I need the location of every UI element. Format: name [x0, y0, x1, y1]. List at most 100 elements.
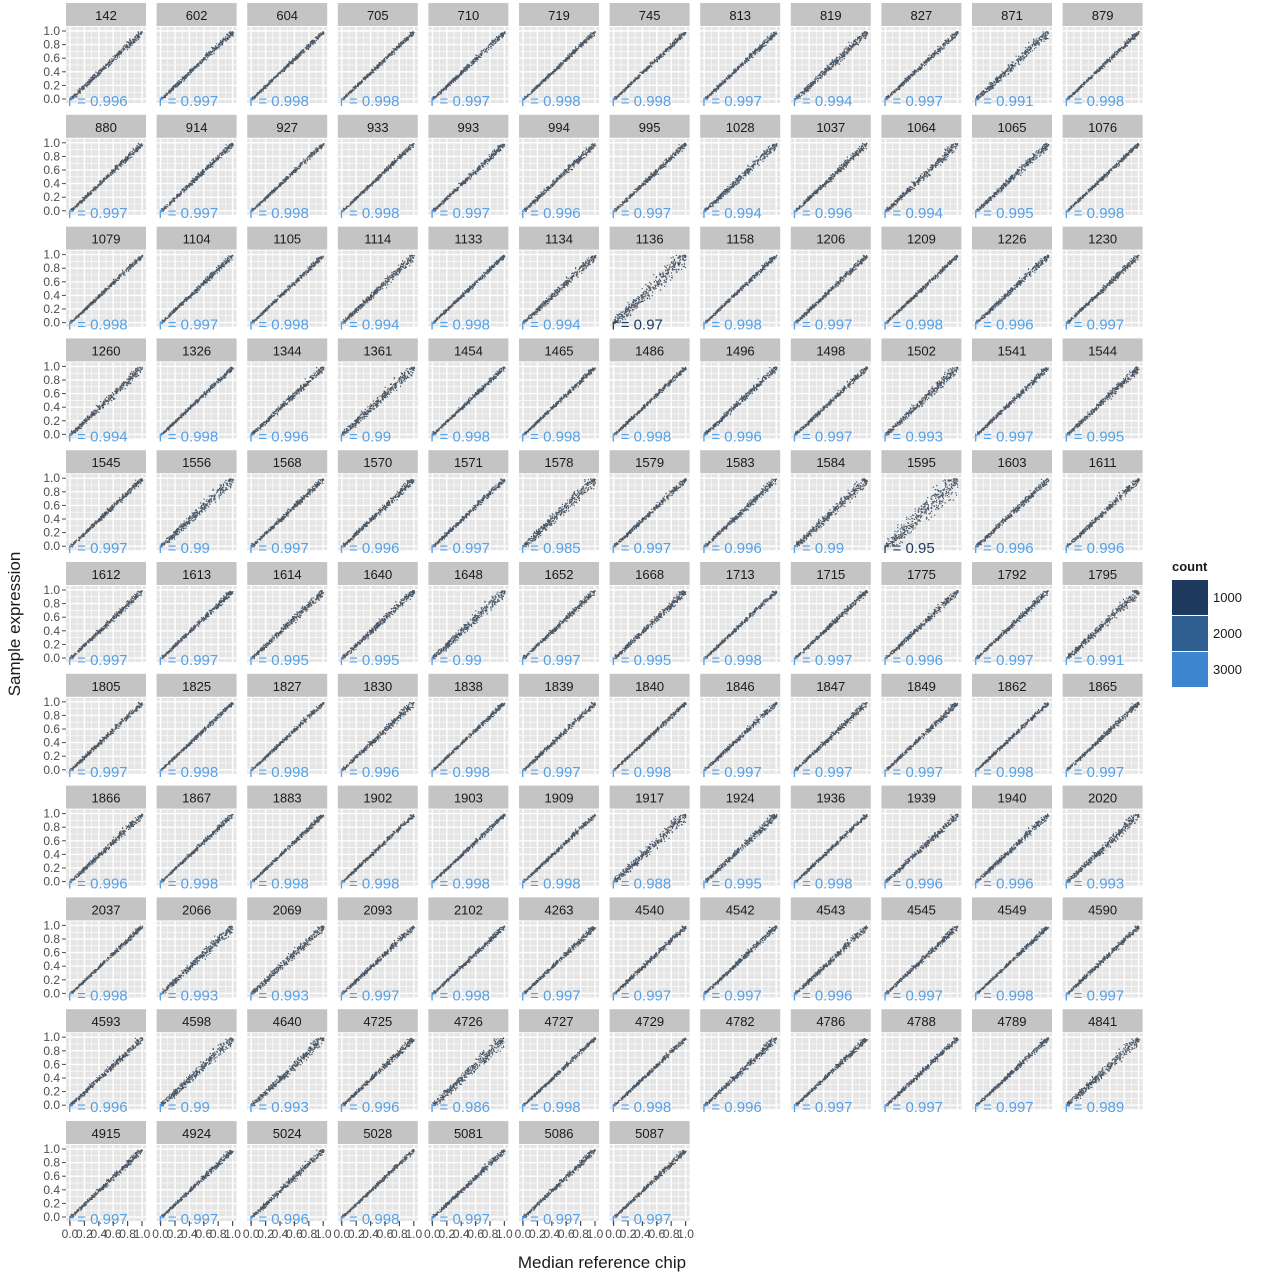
- correlation-label: r = 0.998: [430, 428, 490, 445]
- correlation-label: r = 0.998: [974, 764, 1034, 781]
- correlation-label: r = 0.997: [159, 652, 219, 669]
- correlation-label: r = 0.997: [974, 1099, 1034, 1116]
- y-tick-label: 0.2: [43, 861, 60, 875]
- hexbin-cloud: [885, 1037, 959, 1107]
- facet-panel-1584: 1584 r = 0.99: [790, 450, 871, 557]
- facet-strip-label: 5028: [363, 1126, 392, 1141]
- facet-strip-label: 1603: [998, 455, 1027, 470]
- correlation-label: r = 0.998: [340, 93, 400, 110]
- correlation-label: r = 0.998: [68, 987, 128, 1004]
- correlation-label: r = 0.996: [702, 1099, 762, 1116]
- facet-panel-2069: 2069 r = 0.993: [247, 897, 328, 1004]
- facet-strip: [337, 450, 418, 474]
- facet-strip: [337, 673, 418, 697]
- hexbin-cloud: [976, 590, 1049, 660]
- y-axis: 0.00.20.40.60.81.0: [43, 695, 66, 777]
- facet-panel-1544: 1544 r = 0.995: [1062, 338, 1143, 445]
- facet-strip-label: 1134: [545, 232, 573, 247]
- facet-panel-1713: 1713 r = 0.998: [700, 562, 781, 669]
- hexbin-cloud: [251, 31, 325, 101]
- hexbin-cloud: [794, 702, 868, 771]
- hexbin-cloud: [252, 814, 325, 883]
- panel-grid: [519, 138, 599, 215]
- hexbin-cloud: [160, 1037, 234, 1107]
- hexbin-cloud: [160, 925, 234, 995]
- facet-strip: [972, 114, 1052, 138]
- hexbin-cloud: [251, 478, 325, 548]
- facet-panel-4543: 4543 r = 0.996: [790, 897, 871, 1004]
- facet-strip-label: 1849: [907, 679, 936, 694]
- facet-strip-label: 1846: [726, 679, 755, 694]
- correlation-label: r = 0.995: [249, 652, 309, 669]
- facet-strip-label: 880: [95, 120, 117, 135]
- facet-strip-label: 4549: [998, 902, 1027, 917]
- panel-grid: [337, 809, 418, 886]
- facet-panel-1825: 1825 r = 0.998: [156, 673, 237, 781]
- facet-strip-label: 2069: [273, 902, 302, 917]
- correlation-label: r = 0.997: [68, 1211, 128, 1228]
- hexbin-cloud: [613, 925, 687, 995]
- facet-panel-995: 995 r = 0.997: [609, 114, 690, 222]
- facet-strip: [66, 673, 146, 697]
- hexbin-cloud: [70, 1149, 143, 1219]
- facet-strip-label: 1613: [182, 567, 211, 582]
- facet-panel-2020: 2020 r = 0.993: [1062, 785, 1143, 893]
- panel-grid: [790, 474, 871, 551]
- panel-grid: [247, 921, 328, 998]
- facet-panel-1326: 1326 r = 0.998: [156, 338, 237, 445]
- facet-panel-1028: 1028 r = 0.994: [700, 114, 781, 222]
- correlation-label: r = 0.997: [883, 987, 943, 1004]
- facet-strip: [156, 3, 237, 26]
- facet-panel-1924: 1924 r = 0.995: [700, 785, 781, 893]
- correlation-label: r = 0.995: [702, 876, 762, 893]
- x-tick-label: 0.0: [62, 1227, 79, 1241]
- correlation-label: r = 0.997: [612, 540, 672, 557]
- facet-panel-4540: 4540 r = 0.997: [609, 897, 690, 1004]
- facet-panel-1640: 1640 r = 0.995: [337, 562, 418, 669]
- facet-strip-label: 993: [458, 120, 480, 135]
- correlation-label: r = 0.995: [612, 652, 672, 669]
- facet-strip: [337, 1121, 418, 1144]
- y-tick-label: 0.4: [43, 847, 60, 861]
- panel-grid: [700, 138, 781, 215]
- correlation-label: r = 0.998: [159, 764, 219, 781]
- panel-grid: [428, 138, 509, 215]
- correlation-label: r = 0.996: [702, 428, 762, 445]
- hexbin-cloud: [613, 813, 687, 883]
- panel-grid: [66, 586, 146, 662]
- panel-grid: [428, 1145, 509, 1221]
- y-tick-label: 1.0: [43, 918, 60, 932]
- facet-strip: [66, 226, 146, 250]
- panel-grid: [1062, 27, 1143, 103]
- correlation-label: r = 0.997: [793, 1099, 853, 1116]
- correlation-label: r = 0.997: [702, 93, 762, 110]
- facet-strip-label: 1556: [182, 455, 211, 470]
- facet-panel-1230: 1230 r = 0.997: [1062, 226, 1143, 334]
- facet-strip: [428, 338, 509, 362]
- facet-strip: [700, 338, 781, 362]
- correlation-label: r = 0.996: [68, 876, 128, 893]
- hexbin-cloud: [70, 31, 143, 101]
- facet-strip-label: 1133: [454, 232, 482, 247]
- facet-panel-879: 879 r = 0.998: [1062, 3, 1143, 110]
- facet-strip-label: 1579: [635, 455, 664, 470]
- y-tick-label: 0.8: [43, 373, 60, 387]
- facet-strip: [881, 562, 962, 585]
- facet-strip-label: 4726: [454, 1014, 483, 1029]
- correlation-label: r = 0.998: [249, 317, 309, 334]
- facet-strip-label: 1827: [273, 679, 302, 694]
- y-tick-label: 0.2: [43, 973, 60, 987]
- y-tick-label: 0.0: [43, 204, 60, 218]
- hexbin-cloud: [432, 1149, 506, 1219]
- facet-strip: [1062, 114, 1143, 138]
- facet-strip: [881, 1009, 962, 1033]
- correlation-label: r = 0.993: [883, 428, 943, 445]
- y-tick-label: 0.2: [43, 190, 60, 204]
- x-tick-label: 0.0: [424, 1227, 441, 1241]
- y-tick-label: 0.6: [43, 275, 60, 289]
- y-tick-label: 0.4: [43, 624, 60, 638]
- facet-strip: [609, 673, 690, 697]
- facet-strip-label: 1883: [273, 791, 302, 806]
- facet-panel-871: 871 r = 0.991: [972, 3, 1052, 110]
- facet-panel-1838: 1838 r = 0.998: [428, 673, 509, 781]
